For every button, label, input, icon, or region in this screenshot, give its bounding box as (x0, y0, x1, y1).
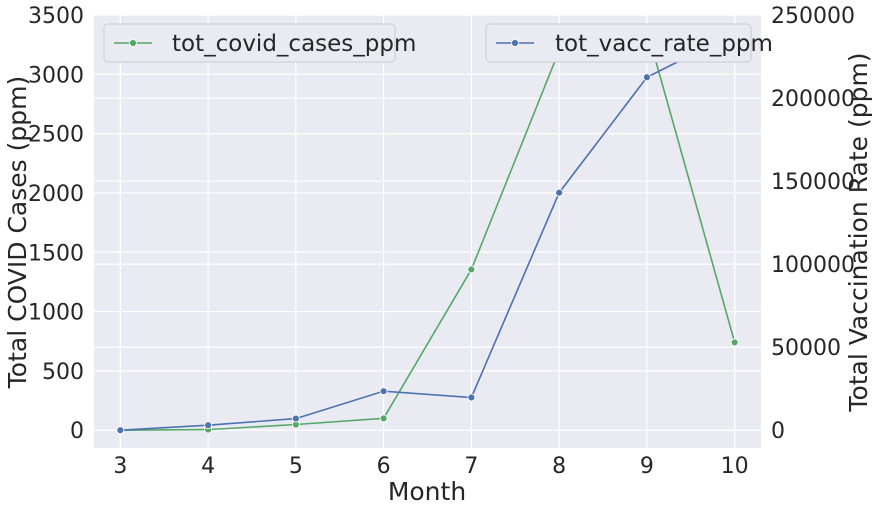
y-left-tick-label: 1000 (28, 301, 84, 326)
y-right-tick-label: 100000 (771, 253, 855, 278)
data-point-vacc-rate (379, 387, 388, 396)
y-right-tick-label: 250000 (771, 4, 855, 29)
x-tick-label: 9 (640, 454, 654, 479)
data-point-vacc-rate (204, 421, 212, 430)
y-right-tick-label: 50000 (771, 336, 841, 361)
data-point-covid-cases (379, 414, 388, 423)
y-axis-left-label: Total COVID Cases (ppm) (3, 76, 32, 389)
data-point-vacc-rate (643, 73, 651, 82)
y-left-tick-label: 1500 (28, 241, 84, 266)
series-line-vacc-rate (120, 32, 736, 432)
plot-background (94, 15, 761, 448)
tick-labels: 3 4 5 6 7 8 9 10 0 500 1000 1500 2000 2500 3000 3500 0 50… (28, 4, 855, 479)
x-tick-label: 10 (721, 454, 749, 479)
y-left-tick-label: 3000 (28, 63, 84, 88)
y-axis-right-label: Total Vaccination Rate (ppm) (844, 52, 873, 412)
data-point-covid-cases (730, 338, 739, 347)
x-tick-label: 3 (113, 454, 127, 479)
y-right-tick-label: 200000 (771, 87, 855, 112)
y-right-tick-label: 0 (771, 419, 785, 444)
legend-vacc-box (485, 23, 752, 63)
x-tick-label: 4 (201, 454, 215, 479)
legend-vacc-marker (511, 39, 519, 47)
data-point-vacc-rate (467, 393, 476, 402)
legend-vacc-rate: tot_vacc_rate_ppm (485, 23, 773, 63)
x-tick-label: 6 (377, 454, 391, 479)
legend-covid-box (103, 23, 396, 63)
y-left-tick-label: 3500 (28, 4, 84, 29)
data-point-vacc-rate (555, 188, 564, 197)
y-left-tick-label: 0 (70, 419, 84, 444)
x-tick-label: 5 (289, 454, 303, 479)
x-tick-label: 8 (552, 454, 566, 479)
legend-covid-label: tot_covid_cases_ppm (172, 31, 416, 57)
data-point-covid-cases (467, 265, 476, 274)
y-left-tick-label: 500 (42, 360, 84, 385)
y-left-tick-label: 2000 (28, 182, 84, 207)
legend-covid-marker (129, 39, 137, 47)
data-point-vacc-rate (116, 426, 125, 435)
y-left-tick-label: 2500 (28, 123, 84, 148)
x-axis-label: Month (388, 477, 466, 506)
legend-vacc-label: tot_vacc_rate_ppm (555, 31, 773, 57)
y-right-tick-label: 150000 (771, 170, 855, 195)
legend-covid-cases: tot_covid_cases_ppm (103, 23, 416, 63)
data-point-vacc-rate (291, 414, 300, 423)
x-tick-label: 7 (464, 454, 478, 479)
